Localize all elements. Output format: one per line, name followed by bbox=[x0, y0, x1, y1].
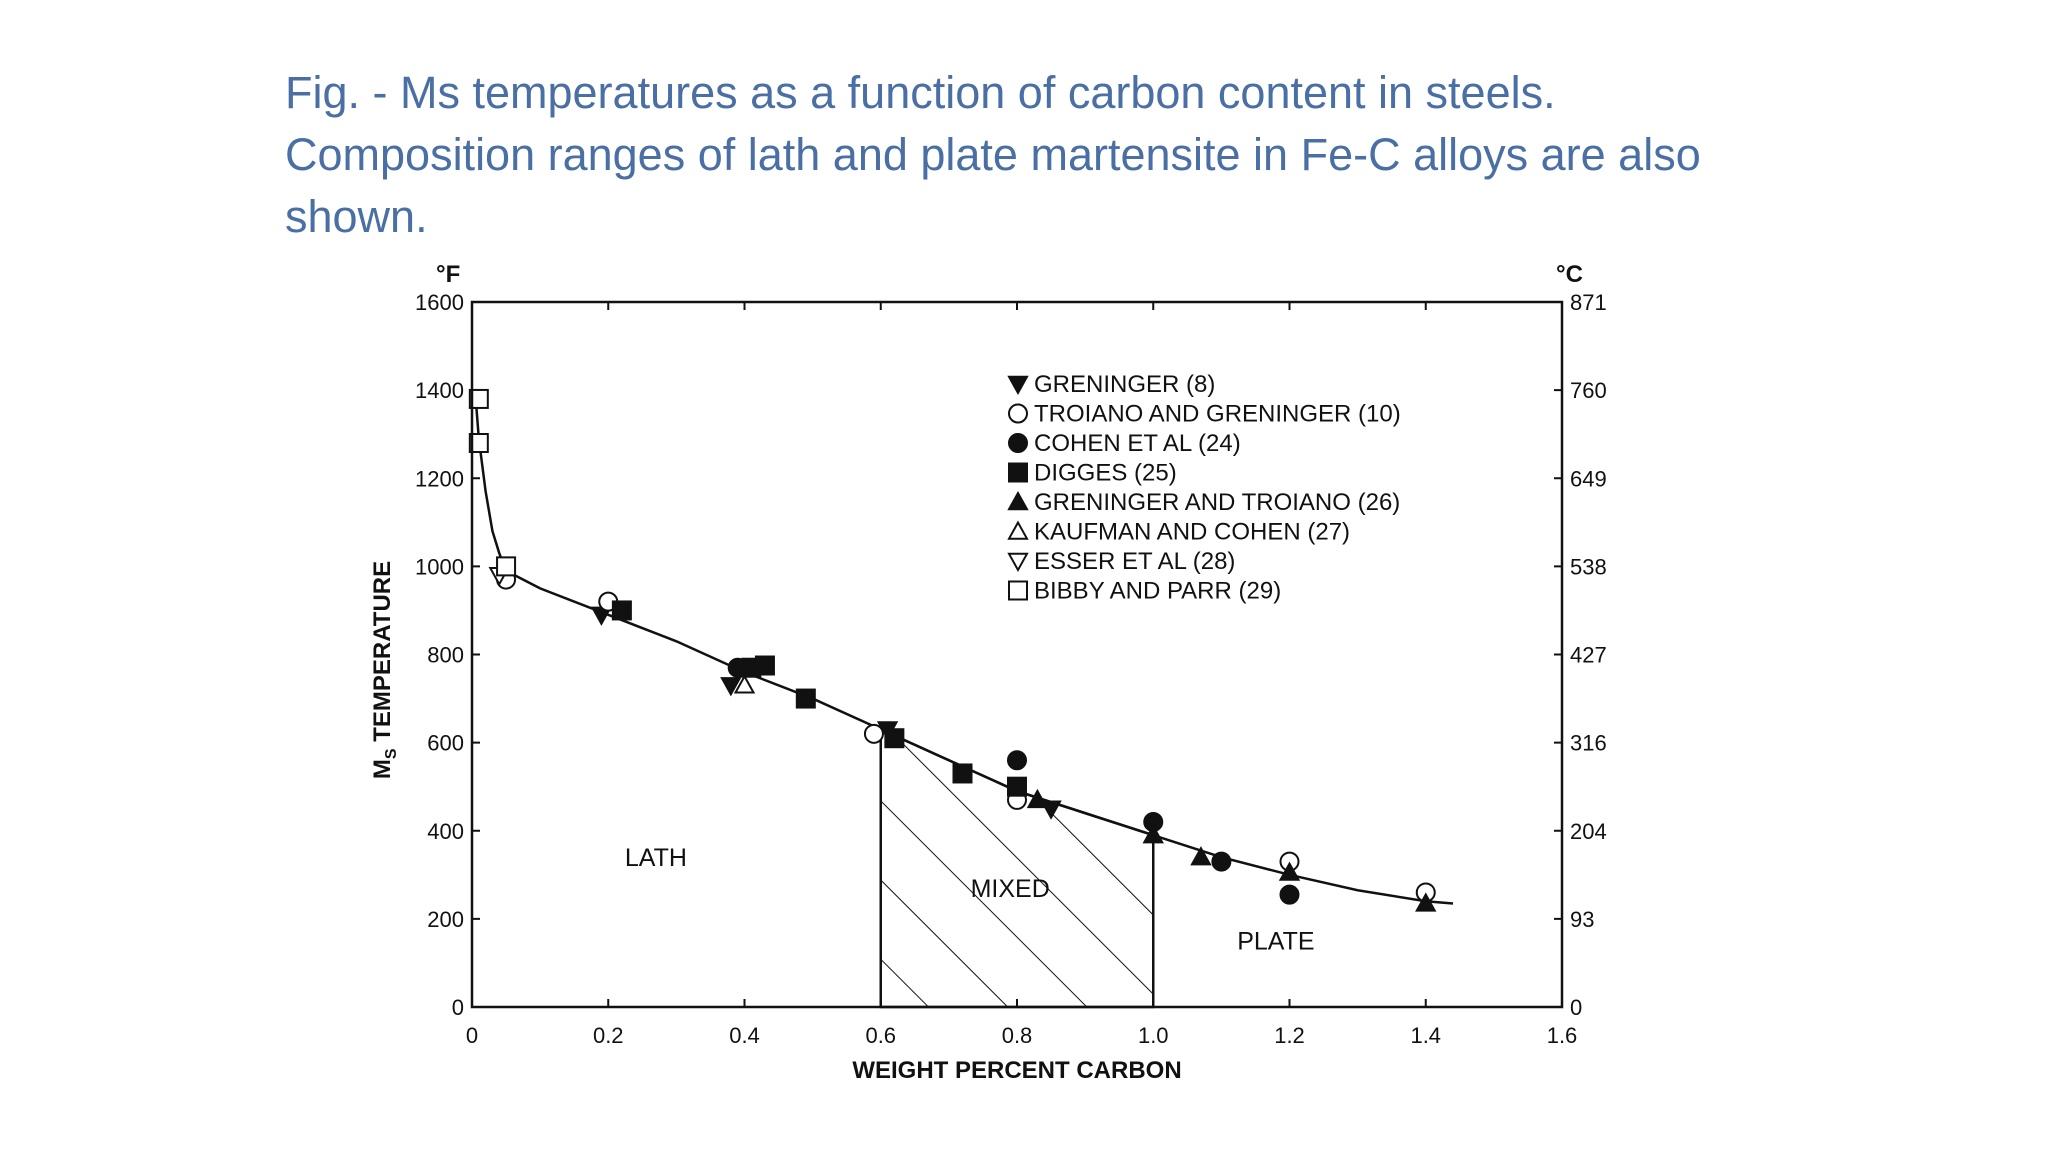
data-point bbox=[1142, 824, 1164, 844]
left-tick-label: 1200 bbox=[415, 466, 464, 491]
legend-entry: DIGGES (25) bbox=[1034, 460, 1177, 487]
x-tick-label: 1.2 bbox=[1274, 1023, 1305, 1048]
data-point bbox=[795, 688, 816, 709]
right-unit-label: °C bbox=[1556, 261, 1583, 288]
legend: GRENINGER (8) TROIANO AND GRENINGER (10)C… bbox=[1007, 371, 1401, 605]
legend-marker bbox=[1007, 490, 1029, 511]
caption-line-3: shown. bbox=[285, 191, 428, 242]
x-tick-label: 0 bbox=[466, 1023, 478, 1048]
y-axis-title-rest: TEMPERATURE bbox=[369, 561, 396, 749]
series-2 bbox=[496, 569, 1436, 903]
data-point bbox=[611, 600, 632, 621]
left-tick-label: 400 bbox=[427, 819, 464, 844]
legend-marker bbox=[1007, 520, 1029, 540]
data-point bbox=[863, 723, 884, 744]
left-unit-label: °F bbox=[436, 261, 460, 288]
legend-entry: BIBBY AND PARR (29) bbox=[1034, 578, 1281, 605]
x-tick-label: 1.0 bbox=[1138, 1023, 1169, 1048]
legend-marker bbox=[1007, 375, 1029, 396]
data-point bbox=[733, 674, 756, 694]
figure-caption: Fig. - Ms temperatures as a function of … bbox=[285, 62, 1985, 248]
x-tick-label: 0.2 bbox=[593, 1023, 624, 1048]
data-point bbox=[952, 763, 973, 784]
data-point bbox=[1190, 846, 1212, 866]
series-8 bbox=[468, 388, 517, 577]
right-tick-label: 871 bbox=[1570, 290, 1607, 315]
series-6 bbox=[733, 674, 756, 694]
legend-marker bbox=[1008, 580, 1028, 601]
region-label-mixed: MIXED bbox=[971, 875, 1050, 903]
data-point bbox=[1026, 788, 1049, 809]
x-tick-label: 0.8 bbox=[1002, 1023, 1033, 1048]
legend-marker bbox=[1008, 403, 1028, 424]
left-tick-label: 1000 bbox=[415, 554, 464, 579]
legend-entry: COHEN ET AL (24) bbox=[1034, 430, 1241, 457]
right-tick-label: 427 bbox=[1570, 643, 1607, 668]
legend-entry: GRENINGER AND TROIANO (26) bbox=[1034, 489, 1400, 516]
left-tick-label: 200 bbox=[427, 907, 464, 932]
data-point bbox=[884, 728, 905, 749]
caption-line-2: Composition ranges of lath and plate mar… bbox=[285, 129, 1701, 180]
left-tick-label: 1600 bbox=[415, 290, 464, 315]
region-label-plate: PLATE bbox=[1237, 928, 1314, 956]
legend-marker bbox=[1008, 462, 1028, 483]
legend-entry: GRENINGER (8) bbox=[1034, 371, 1215, 398]
mixed-region-hatch bbox=[879, 727, 1155, 1009]
legend-marker bbox=[1008, 433, 1028, 453]
right-tick-label: 93 bbox=[1570, 907, 1594, 932]
right-tick-label: 760 bbox=[1570, 378, 1607, 403]
x-tick-label: 0.4 bbox=[729, 1023, 760, 1048]
data-point bbox=[1007, 776, 1027, 797]
data-point bbox=[720, 677, 742, 697]
right-tick-label: 0 bbox=[1570, 995, 1582, 1020]
data-point bbox=[468, 388, 489, 409]
data-point bbox=[1279, 884, 1300, 905]
legend-entry: TROIANO AND GRENINGER (10) bbox=[1034, 401, 1401, 428]
series-3 bbox=[727, 657, 1300, 905]
data-point bbox=[1211, 851, 1232, 872]
data-point bbox=[468, 433, 489, 453]
data-point bbox=[496, 556, 517, 577]
legend-entry: ESSER ET AL (28) bbox=[1034, 548, 1235, 575]
x-tick-label: 1.4 bbox=[1410, 1023, 1441, 1048]
right-tick-label: 538 bbox=[1570, 554, 1607, 579]
x-axis-title: WEIGHT PERCENT CARBON bbox=[852, 1057, 1181, 1084]
left-tick-label: 1400 bbox=[415, 378, 464, 403]
data-point bbox=[754, 655, 775, 676]
y-axis-title-sub: S bbox=[383, 748, 400, 759]
right-tick-label: 316 bbox=[1570, 731, 1607, 756]
y-axis-title-m: M bbox=[369, 759, 396, 779]
left-tick-label: 600 bbox=[427, 731, 464, 756]
region-label-lath: LATH bbox=[625, 844, 687, 872]
left-tick-label: 0 bbox=[452, 995, 464, 1020]
left-tick-label: 800 bbox=[427, 643, 464, 668]
legend-marker bbox=[1007, 552, 1029, 573]
series-4 bbox=[611, 600, 1027, 797]
right-tick-label: 204 bbox=[1570, 819, 1607, 844]
series-5 bbox=[1026, 788, 1437, 912]
data-point bbox=[1278, 861, 1301, 881]
right-tick-label: 649 bbox=[1570, 466, 1607, 491]
legend-entry: KAUFMAN AND COHEN (27) bbox=[1034, 519, 1350, 546]
x-tick-label: 1.6 bbox=[1547, 1023, 1578, 1048]
data-point bbox=[1415, 892, 1437, 912]
plot-frame bbox=[470, 300, 1564, 1009]
y-axis-title: MS TEMPERATURE bbox=[369, 561, 400, 779]
caption-line-1: Fig. - Ms temperatures as a function of … bbox=[285, 67, 1556, 118]
data-point bbox=[1007, 750, 1027, 771]
x-tick-label: 0.6 bbox=[865, 1023, 896, 1048]
